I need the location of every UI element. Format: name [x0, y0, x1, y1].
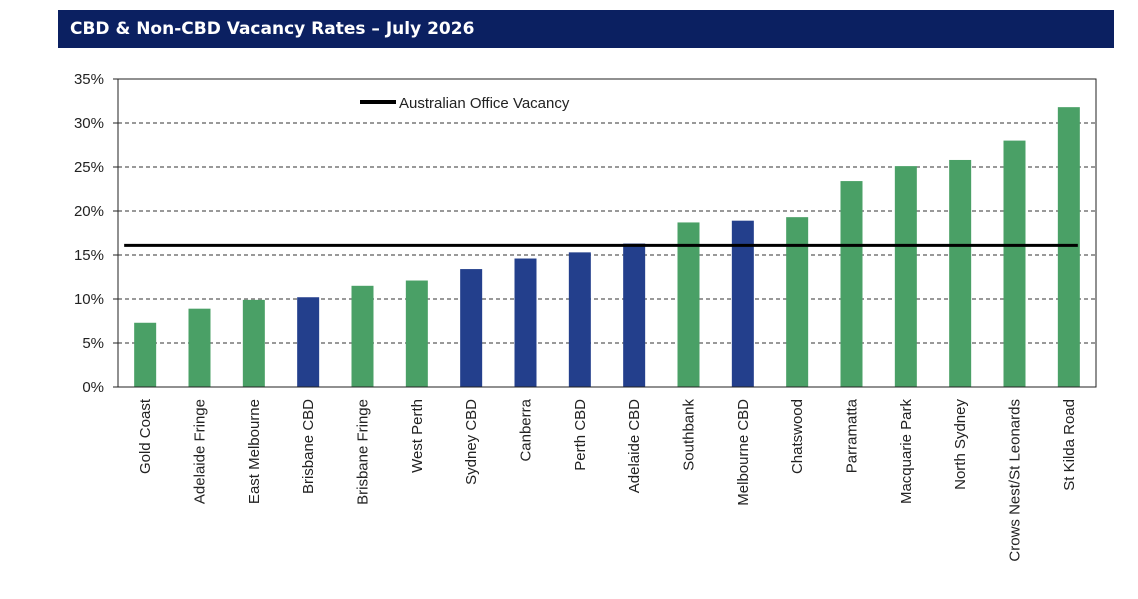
x-category-label: Southbank — [681, 399, 698, 471]
x-category-label: Gold Coast — [137, 398, 154, 474]
x-category-label: St Kilda Road — [1061, 399, 1078, 491]
bar — [568, 252, 591, 387]
x-category-label: North Sydney — [952, 399, 969, 490]
bar — [677, 222, 700, 387]
y-tick-label: 35% — [74, 71, 104, 88]
x-category-label: Perth CBD — [572, 399, 589, 471]
plot-frame — [117, 78, 1097, 388]
bar — [297, 297, 320, 387]
bar — [786, 217, 809, 387]
bar — [460, 269, 483, 387]
x-category-label: West Perth — [409, 399, 426, 473]
legend: Australian Office Vacancy — [360, 95, 570, 112]
bars — [134, 107, 1080, 387]
x-category-label: Chatswood — [789, 399, 806, 474]
x-category-label: Adelaide Fringe — [192, 399, 209, 504]
x-category-label: Macquarie Park — [898, 399, 915, 505]
bar — [623, 243, 646, 387]
x-category-label: Brisbane CBD — [300, 399, 317, 494]
x-category-label: East Melbourne — [246, 399, 263, 504]
y-tick-label: 10% — [74, 291, 104, 308]
x-category-label: Brisbane Fringe — [355, 399, 372, 505]
y-tick-label: 30% — [74, 115, 104, 132]
y-tick-label: 0% — [82, 379, 104, 396]
chart-title-bar: CBD & Non-CBD Vacancy Rates – July 2026 — [58, 10, 1114, 48]
x-category-label: Canberra — [518, 398, 535, 461]
chart-title: CBD & Non-CBD Vacancy Rates – July 2026 — [70, 19, 475, 39]
x-category-label: Adelaide CBD — [626, 399, 643, 493]
bar — [1057, 107, 1080, 387]
bar — [949, 159, 972, 387]
x-axis: Gold Coast Adelaide Fringe East Melbourne B… — [137, 398, 1078, 561]
y-tick-label: 20% — [74, 203, 104, 220]
bar — [840, 181, 863, 387]
bar — [405, 280, 428, 387]
bar — [188, 308, 211, 387]
grid-lines — [118, 122, 1096, 344]
y-tick-label: 5% — [82, 335, 104, 352]
bar — [1003, 140, 1026, 387]
y-tick-label: 25% — [74, 159, 104, 176]
x-category-label: Parramatta — [844, 398, 861, 473]
x-category-label: Melbourne CBD — [735, 399, 752, 506]
bar — [894, 166, 917, 387]
y-tick-label: 15% — [74, 247, 104, 264]
x-category-label: Crows Nest/St Leonards — [1007, 399, 1024, 562]
bar — [134, 322, 157, 387]
x-category-label: Sydney CBD — [463, 399, 480, 485]
bar — [731, 220, 754, 387]
bar — [351, 285, 374, 387]
y-axis: 0% 5% 10% 15% 20% 25% 30% 35% — [74, 71, 118, 396]
bar — [514, 258, 537, 387]
bar — [242, 299, 265, 387]
legend-label: Australian Office Vacancy — [399, 95, 570, 112]
